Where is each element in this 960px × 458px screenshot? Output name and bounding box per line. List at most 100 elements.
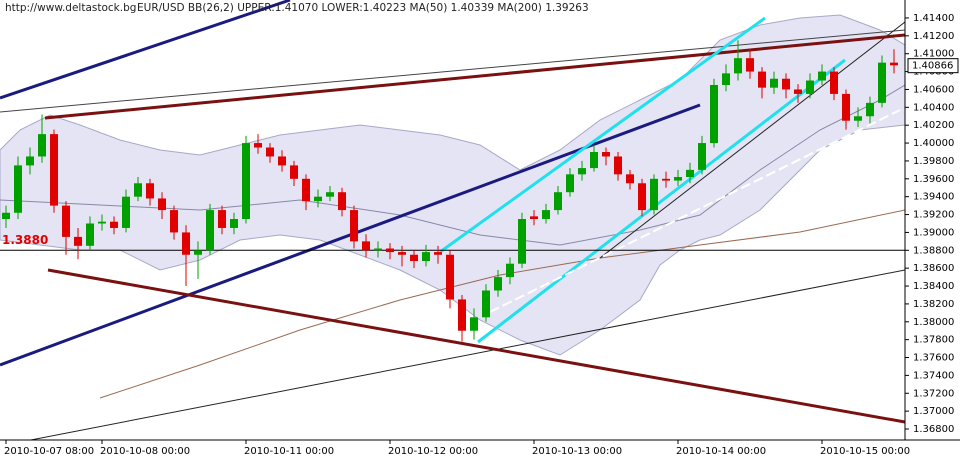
candle-body bbox=[326, 192, 334, 197]
x-tick-label: 2010-10-15 00:00 bbox=[820, 446, 910, 457]
candle-body bbox=[818, 71, 826, 81]
candle-body bbox=[110, 221, 118, 228]
candle-body bbox=[338, 192, 346, 211]
candle-body bbox=[710, 84, 718, 144]
candle-body bbox=[50, 134, 58, 206]
last-price-label: 1.40866 bbox=[912, 61, 953, 72]
y-tick-label: 1.39800 bbox=[913, 156, 954, 167]
chart-title: EUR/USD BB(26,2) UPPER:1.41070 LOWER:1.4… bbox=[137, 2, 589, 14]
last-price-box bbox=[907, 58, 959, 74]
candle-body bbox=[158, 198, 166, 211]
candle-body bbox=[386, 248, 394, 253]
candle-body bbox=[74, 236, 82, 246]
candle-body bbox=[422, 252, 430, 262]
y-tick-label: 1.37000 bbox=[913, 406, 954, 417]
trend-line bbox=[0, 29, 905, 113]
candle-body bbox=[350, 210, 358, 242]
candle-body bbox=[374, 248, 382, 251]
y-tick-label: 1.38200 bbox=[913, 299, 954, 310]
candle-body bbox=[302, 178, 310, 202]
candle-body bbox=[578, 168, 586, 175]
candle-body bbox=[734, 58, 742, 74]
x-tick-label: 2010-10-07 08:00 bbox=[4, 446, 94, 457]
trend-line bbox=[28, 269, 905, 440]
y-tick-label: 1.41200 bbox=[913, 31, 954, 42]
candle-body bbox=[86, 223, 94, 246]
candle-body bbox=[254, 143, 262, 148]
candle-body bbox=[38, 134, 46, 157]
candle-body bbox=[122, 196, 130, 228]
candle-body bbox=[458, 299, 466, 331]
x-tick-label: 2010-10-11 00:00 bbox=[244, 446, 334, 457]
candle-body bbox=[566, 174, 574, 193]
ma200-line bbox=[99, 209, 905, 399]
candle-body bbox=[182, 232, 190, 255]
plot-area bbox=[0, 40, 905, 342]
y-tick-label: 1.40600 bbox=[913, 84, 954, 95]
candle-body bbox=[626, 174, 634, 184]
candle-body bbox=[782, 78, 790, 90]
candle-body bbox=[518, 219, 526, 264]
candle-body bbox=[446, 254, 454, 300]
candle-body bbox=[686, 169, 694, 178]
candle-body bbox=[554, 192, 562, 211]
x-tick-label: 2010-10-08 00:00 bbox=[100, 446, 190, 457]
source: http://www.deltastock.bg bbox=[5, 2, 136, 14]
candle-body bbox=[530, 216, 538, 220]
candle-body bbox=[206, 210, 214, 251]
candle-body bbox=[398, 252, 406, 255]
candle-body bbox=[170, 210, 178, 233]
candle-body bbox=[830, 71, 838, 94]
channel-line bbox=[477, 58, 846, 344]
y-tick-label: 1.37200 bbox=[913, 388, 954, 399]
y-tick-label: 1.39600 bbox=[913, 174, 954, 185]
candle-body bbox=[746, 58, 754, 72]
y-tick-label: 1.38600 bbox=[913, 263, 954, 274]
candle-body bbox=[434, 252, 442, 255]
candle-body bbox=[638, 183, 646, 211]
candle-body bbox=[878, 62, 886, 103]
candle-body bbox=[362, 241, 370, 251]
candle-body bbox=[866, 102, 874, 117]
candle-body bbox=[266, 147, 274, 157]
candle-body bbox=[146, 183, 154, 199]
candle-body bbox=[134, 183, 142, 197]
candle-body bbox=[2, 212, 10, 220]
candle-body bbox=[218, 210, 226, 228]
candle-body bbox=[494, 277, 502, 291]
candle-body bbox=[290, 165, 298, 179]
candle-body bbox=[26, 156, 34, 166]
x-tick-label: 2010-10-12 00:00 bbox=[388, 446, 478, 457]
candle-body bbox=[230, 219, 238, 228]
y-tick-label: 1.40400 bbox=[913, 102, 954, 113]
y-tick-label: 1.40200 bbox=[913, 120, 954, 131]
y-tick-label: 1.38000 bbox=[913, 317, 954, 328]
candle-body bbox=[674, 177, 682, 181]
candle-body bbox=[470, 317, 478, 331]
y-tick-label: 1.38400 bbox=[913, 281, 954, 292]
candle-body bbox=[770, 78, 778, 88]
y-tick-label: 1.39200 bbox=[913, 210, 954, 221]
candle-body bbox=[758, 71, 766, 88]
dashed-line bbox=[489, 109, 901, 313]
y-tick-label: 1.37400 bbox=[913, 370, 954, 381]
candle-body bbox=[98, 221, 106, 224]
candle-body bbox=[698, 143, 706, 170]
candle-body bbox=[62, 205, 70, 237]
y-tick-label: 1.41400 bbox=[913, 13, 954, 24]
y-tick-label: 1.39400 bbox=[913, 192, 954, 203]
x-tick-label: 2010-10-13 00:00 bbox=[532, 446, 622, 457]
candle-body bbox=[806, 80, 814, 94]
candle-body bbox=[842, 93, 850, 121]
candle-body bbox=[314, 196, 322, 202]
trend-line bbox=[44, 33, 905, 120]
candle-body bbox=[242, 143, 250, 220]
candle-body bbox=[506, 263, 514, 278]
channel-line bbox=[439, 16, 766, 254]
y-tick-label: 1.41000 bbox=[913, 49, 954, 60]
candle-body bbox=[590, 151, 598, 169]
candle-body bbox=[650, 178, 658, 211]
candle-body bbox=[614, 156, 622, 175]
candle-body bbox=[602, 151, 610, 157]
